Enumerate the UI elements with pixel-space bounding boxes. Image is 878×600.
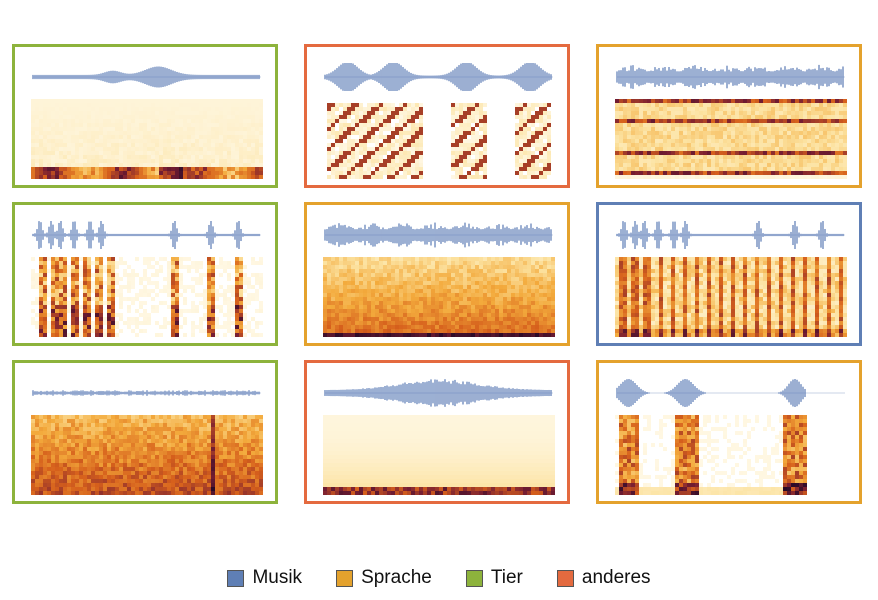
spectrogram-card: [596, 360, 862, 504]
legend-swatch: [556, 569, 574, 587]
legend-swatch: [465, 569, 483, 587]
spectrogram-card: [596, 44, 862, 188]
waveform: [324, 63, 553, 91]
spectrogram: [31, 415, 263, 495]
spectrogram: [615, 415, 807, 495]
spectrogram: [615, 257, 847, 337]
card-graphic: [31, 66, 263, 179]
card-graphic: [31, 390, 263, 495]
legend-label: Tier: [490, 567, 523, 588]
spectrogram-card: [304, 202, 570, 346]
waveform: [324, 222, 553, 248]
spectrogram-card: [12, 44, 278, 188]
legend-item-anderes: anderes: [556, 567, 651, 589]
card-graphic: [615, 379, 845, 495]
spectrogram: [323, 415, 555, 495]
spectrogram: [31, 257, 263, 337]
waveform: [616, 221, 845, 249]
waveform: [616, 379, 845, 407]
legend: Musik Sprache Tier anderes: [0, 566, 878, 590]
spectrogram-card: [304, 360, 570, 504]
spectrogram-card: [304, 44, 570, 188]
spectrogram-card: [12, 360, 278, 504]
legend-item-tier: Tier: [465, 567, 523, 589]
card-graphic: [615, 64, 847, 179]
card-graphic: [324, 63, 553, 179]
spectrogram: [323, 257, 555, 337]
spectrogram-grid: [12, 44, 862, 504]
waveform: [32, 66, 261, 88]
spectrogram-card: [12, 202, 278, 346]
card-graphic: [323, 379, 555, 495]
card-graphic: [31, 221, 263, 337]
legend-label: Sprache: [361, 567, 432, 588]
waveform: [324, 379, 553, 407]
legend-label: anderes: [581, 567, 651, 588]
legend-item-musik: Musik: [227, 567, 302, 589]
card-graphic: [323, 222, 555, 337]
legend-item-sprache: Sprache: [336, 567, 432, 589]
card-graphic: [615, 221, 847, 337]
legend-label: Musik: [252, 567, 303, 588]
spectrogram: [615, 99, 847, 179]
spectrogram-card: [596, 202, 862, 346]
waveform: [32, 390, 261, 396]
waveform: [616, 64, 845, 90]
spectrogram: [327, 103, 551, 179]
legend-swatch: [227, 569, 245, 587]
legend-swatch: [336, 569, 354, 587]
waveform: [32, 221, 261, 249]
spectrogram: [31, 99, 263, 179]
